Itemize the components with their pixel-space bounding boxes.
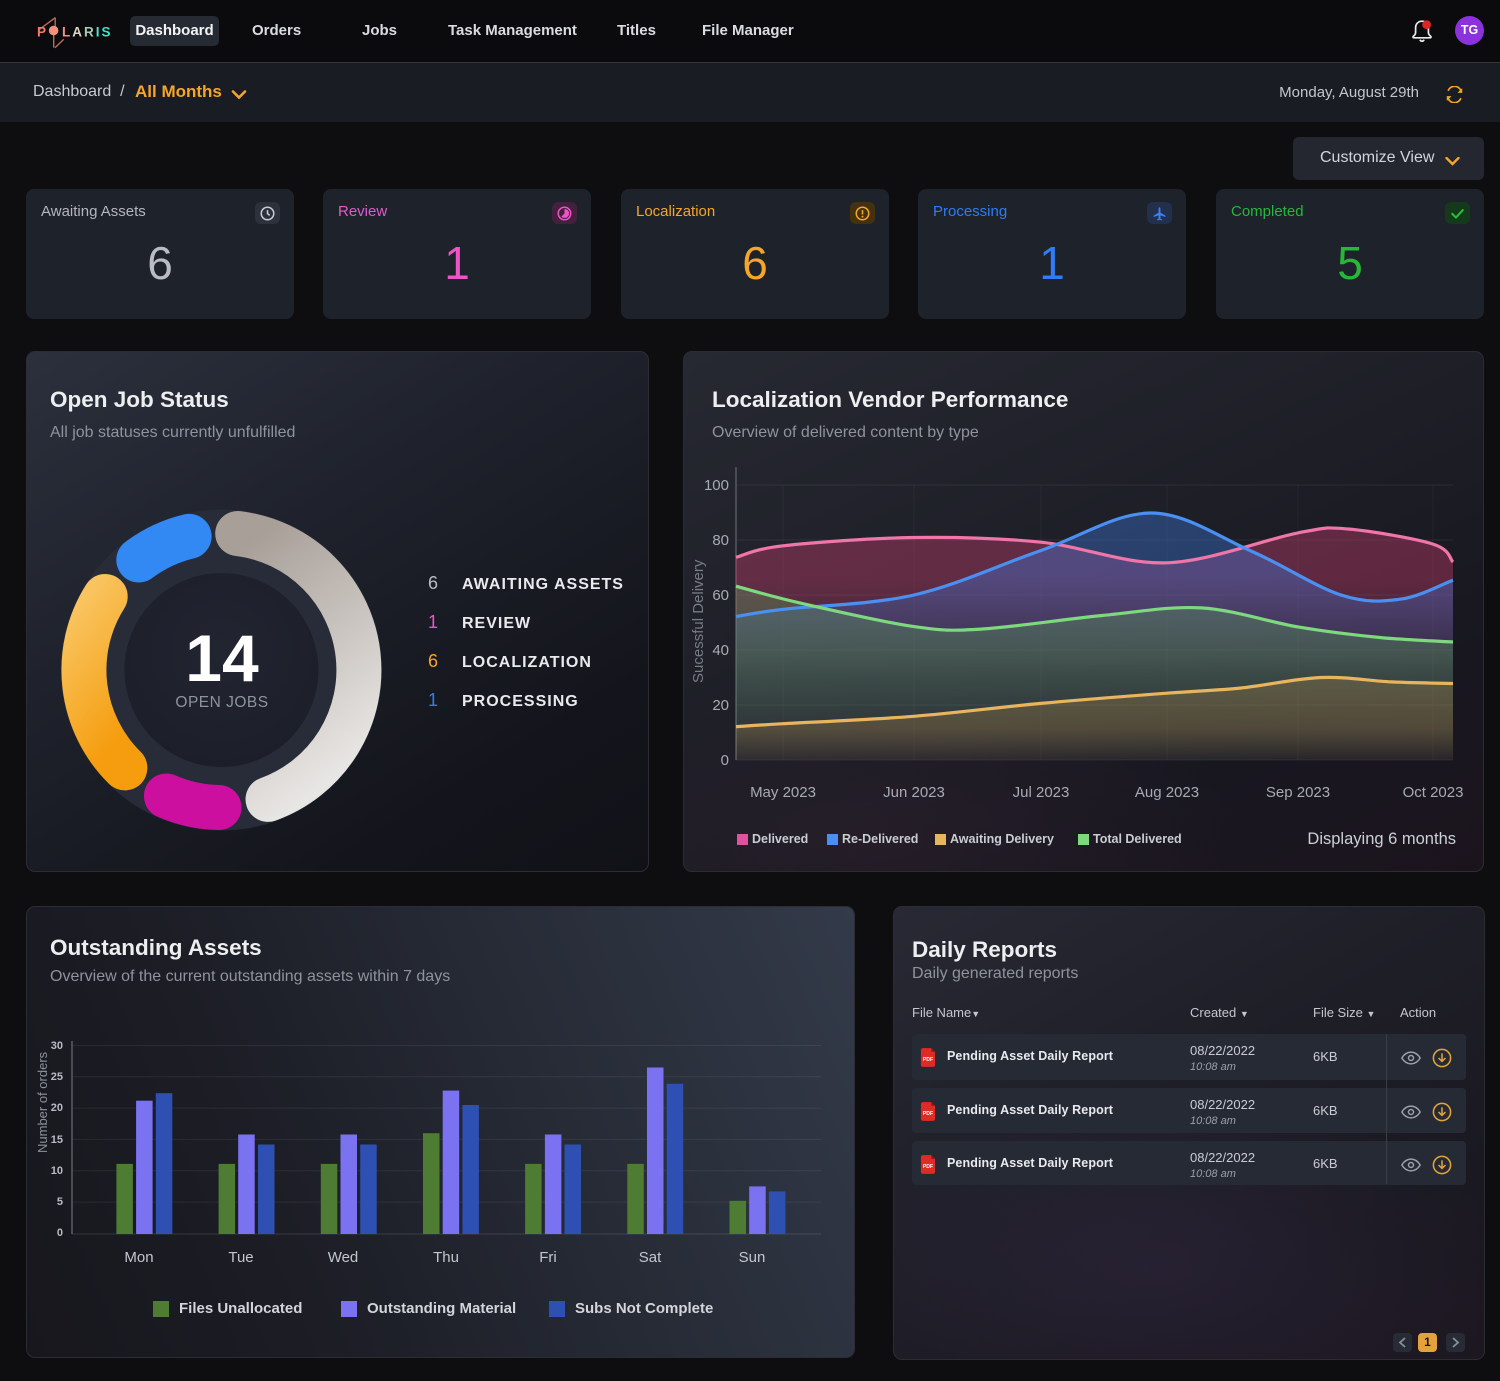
svg-text:PDF: PDF — [923, 1111, 933, 1117]
svg-text:LARIS: LARIS — [62, 25, 113, 40]
svg-text:PDF: PDF — [923, 1164, 933, 1170]
svg-text:PDF: PDF — [923, 1057, 933, 1063]
svg-text:P: P — [37, 25, 48, 40]
